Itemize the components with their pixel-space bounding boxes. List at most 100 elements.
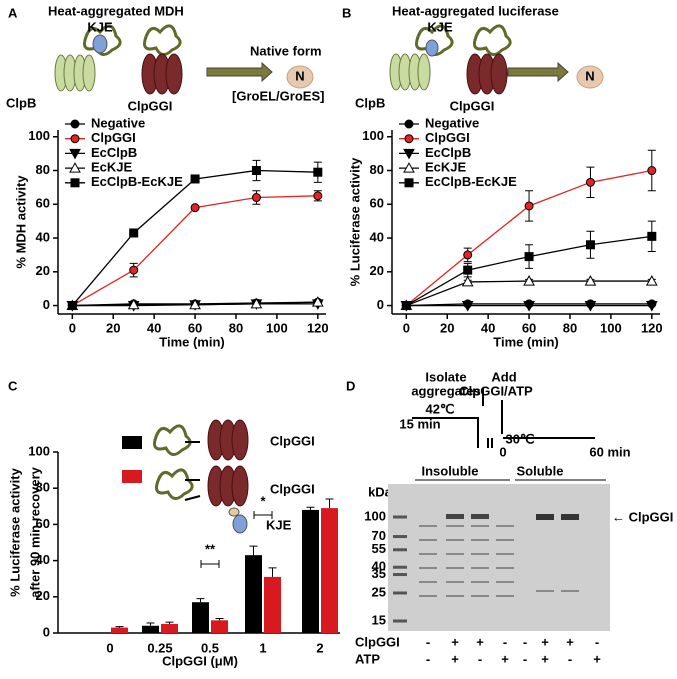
significance-bracket bbox=[200, 511, 273, 568]
schematic-label: ClpGGI bbox=[128, 98, 173, 113]
error-bar bbox=[249, 545, 258, 556]
kje-icon bbox=[92, 34, 108, 54]
kje-icon bbox=[425, 39, 439, 57]
aggregate-icon bbox=[153, 424, 192, 456]
annotation: aggregates bbox=[411, 383, 480, 398]
marker bbox=[523, 301, 535, 312]
y-tick-label: 100 bbox=[362, 128, 384, 143]
error-bar bbox=[325, 498, 334, 509]
schematic-label: KJE bbox=[87, 19, 113, 34]
error-bar bbox=[165, 621, 174, 624]
marker bbox=[67, 301, 77, 311]
y-tick-label: 0 bbox=[43, 297, 50, 312]
legend-marker bbox=[70, 178, 80, 188]
gel-band bbox=[419, 581, 437, 583]
row-sign: + bbox=[501, 651, 509, 666]
x-tick-label: 20 bbox=[440, 320, 454, 335]
gel-band bbox=[446, 595, 464, 597]
y-tick-label: 40 bbox=[36, 552, 50, 567]
marker bbox=[524, 201, 534, 211]
bar bbox=[302, 509, 319, 633]
y-tick-label: 0 bbox=[377, 297, 384, 312]
row-sign: - bbox=[426, 651, 430, 666]
gel-band bbox=[419, 525, 437, 527]
kje-icon bbox=[232, 514, 248, 534]
schematic-label: ClpGGI bbox=[450, 98, 495, 113]
x-tick-label: 60 bbox=[522, 320, 536, 335]
schematic-title: Heat-aggregated luciferase bbox=[392, 3, 559, 18]
error-bar bbox=[306, 506, 315, 510]
gel-band bbox=[419, 595, 437, 597]
annotation: Isolate bbox=[425, 369, 466, 384]
marker bbox=[463, 265, 473, 275]
legend-label: ClpGGI bbox=[91, 130, 136, 145]
row-sign: - bbox=[426, 634, 430, 649]
gel-band bbox=[561, 590, 579, 592]
gel-band bbox=[496, 525, 514, 527]
schematic-label: ClpB bbox=[6, 95, 36, 110]
ladder-band bbox=[393, 619, 407, 623]
row-sign: + bbox=[541, 651, 549, 666]
annotation: 0 bbox=[499, 444, 506, 459]
ladder-band bbox=[393, 535, 407, 539]
bar bbox=[264, 576, 281, 633]
x-tick-label: 40 bbox=[147, 320, 161, 335]
row-sign: - bbox=[503, 634, 507, 649]
bar bbox=[211, 620, 228, 633]
native-icon bbox=[286, 65, 314, 89]
timeline bbox=[412, 388, 595, 448]
y-tick-label: 70 bbox=[372, 528, 386, 543]
annotation: Soluble bbox=[517, 463, 564, 478]
y-tick-label: 0 bbox=[43, 624, 50, 639]
y-tick-label: 15 bbox=[372, 612, 386, 627]
bar bbox=[161, 623, 178, 633]
x-tick-label: 80 bbox=[229, 320, 243, 335]
row-sign: + bbox=[541, 634, 549, 649]
gel-band bbox=[419, 553, 437, 555]
row-sign: - bbox=[595, 634, 599, 649]
marker bbox=[313, 167, 323, 177]
legend-marker bbox=[404, 178, 414, 188]
legend-marker bbox=[404, 119, 414, 129]
marker bbox=[461, 275, 474, 287]
schematic-label: ClpB bbox=[355, 95, 385, 110]
arrow bbox=[206, 61, 273, 83]
marker bbox=[461, 301, 474, 312]
gel-band bbox=[419, 539, 437, 541]
gel-band bbox=[471, 525, 489, 527]
legend-label: Negative bbox=[425, 115, 479, 130]
row-sign: - bbox=[568, 651, 572, 666]
error-bar bbox=[215, 618, 224, 621]
row-sign: + bbox=[566, 634, 574, 649]
x-tick-label: 100 bbox=[600, 320, 622, 335]
y-axis-label: % Luciferase activity bbox=[7, 467, 22, 596]
gel-band bbox=[471, 553, 489, 555]
marker bbox=[129, 265, 139, 275]
annotation: ← ClpGGI bbox=[612, 509, 673, 524]
x-tick-label: 0 bbox=[403, 320, 410, 335]
marker bbox=[189, 298, 201, 310]
gel-band bbox=[419, 567, 437, 569]
schematic-label: [GroEL/GroES] bbox=[232, 88, 324, 103]
x-tick-label: 0 bbox=[69, 320, 76, 335]
marker bbox=[647, 231, 657, 241]
y-tick-label: 100 bbox=[364, 508, 386, 523]
aggregate-icon bbox=[473, 24, 512, 56]
native-icon bbox=[576, 65, 604, 89]
legend-label: ClpGGI bbox=[425, 130, 470, 145]
gel-band bbox=[496, 567, 514, 569]
y-tick-label: 35 bbox=[372, 566, 386, 581]
row-sign: + bbox=[593, 651, 601, 666]
row-sign: - bbox=[478, 651, 482, 666]
gel-band bbox=[471, 539, 489, 541]
marker bbox=[647, 166, 657, 176]
legend-swatch bbox=[122, 436, 142, 449]
x-tick-label: 0 bbox=[106, 640, 113, 655]
gel-band bbox=[446, 525, 464, 527]
y-tick-label: 80 bbox=[36, 162, 50, 177]
row-sign: - bbox=[523, 634, 527, 649]
series-line bbox=[71, 169, 318, 306]
marker bbox=[250, 297, 263, 309]
gel-band bbox=[471, 595, 489, 597]
y-tick-label: 25 bbox=[372, 584, 386, 599]
